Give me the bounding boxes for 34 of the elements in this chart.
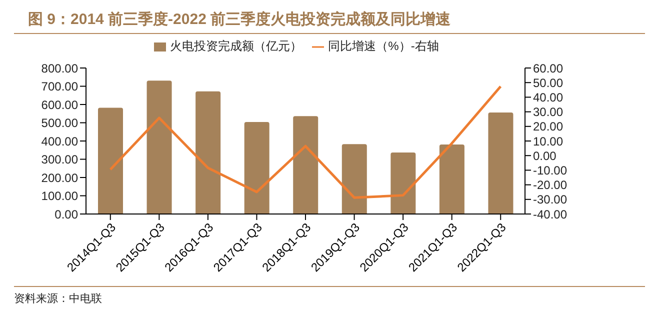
y-tick-label: 600.00 (41, 98, 78, 112)
y2-tick-label: 20.00 (533, 120, 564, 134)
legend-label: 同比增速（%）-右轴 (328, 39, 439, 53)
text: 资料来源：中电联 (14, 292, 103, 306)
y-tick-label: 400.00 (41, 134, 78, 148)
y2-tick-label: 50.00 (533, 76, 564, 90)
y2-tick-label: 10.00 (533, 134, 564, 148)
y2-tick-label: -40.00 (533, 207, 568, 222)
y2-tick-label: 0.00 (533, 148, 557, 163)
bar (488, 112, 514, 214)
y2-tick-label: 60.00 (533, 61, 564, 76)
y-tick-label: 800.00 (41, 61, 78, 76)
legend-label: 火电投资完成额（亿元） (170, 39, 302, 53)
bar (342, 144, 367, 214)
y2-tick-label: 30.00 (533, 105, 564, 120)
bar (244, 122, 270, 214)
y-tick-label: 700.00 (41, 80, 78, 94)
y2-tick-label: -10.00 (533, 163, 568, 178)
y-tick-label: 500.00 (41, 116, 78, 130)
bar (196, 91, 221, 214)
y-tick-label: 100.00 (41, 189, 78, 204)
y-tick-label: 300.00 (41, 152, 78, 167)
bar (439, 144, 464, 214)
bar (390, 152, 416, 214)
y-tick-label: 0.00 (54, 207, 78, 222)
y2-tick-label: -20.00 (533, 178, 568, 192)
line-series (109, 85, 502, 199)
y-tick-label: 200.00 (41, 170, 78, 185)
bar (98, 108, 123, 214)
bar (293, 116, 318, 214)
bar (146, 80, 172, 214)
y2-tick-label: -30.00 (533, 192, 568, 207)
chart-title: 图 9：2014 前三季度-2022 前三季度火电投资完成额及同比增速 (14, 8, 645, 34)
y2-tick-label: 40.00 (533, 90, 564, 104)
